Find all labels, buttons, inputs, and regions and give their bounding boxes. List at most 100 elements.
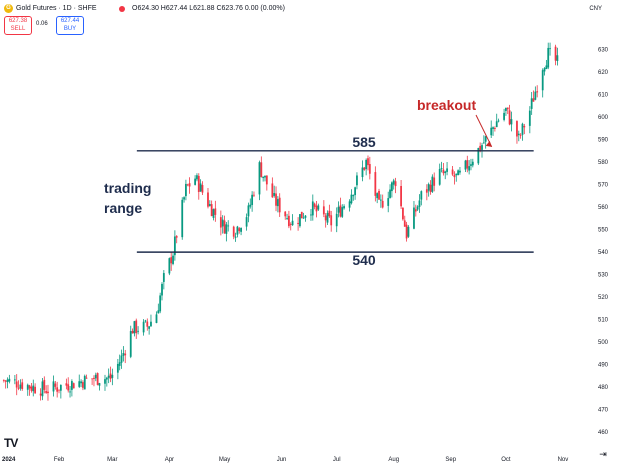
- candle-body: [111, 374, 114, 378]
- candle-body: [56, 387, 59, 392]
- candle-body: [144, 320, 147, 322]
- range-line-label: 540: [352, 252, 376, 268]
- candle-body: [249, 204, 252, 207]
- candle-body: [413, 207, 415, 229]
- candle-body: [47, 391, 49, 394]
- sell-button[interactable]: 627.38 SELL: [4, 16, 32, 35]
- candle-body: [181, 199, 184, 238]
- y-tick-label: 600: [598, 115, 609, 121]
- goto-realtime-icon[interactable]: ⇥: [599, 449, 607, 459]
- candle-body: [330, 215, 333, 226]
- candle-body: [286, 217, 288, 219]
- candle-body: [30, 386, 33, 391]
- candle-body: [253, 194, 255, 196]
- candle-body: [429, 184, 432, 193]
- candle-body: [271, 183, 274, 198]
- candle-body: [534, 91, 537, 100]
- candle-body: [162, 273, 165, 282]
- candle-body: [199, 183, 202, 192]
- candle-body: [17, 387, 20, 389]
- candle-body: [276, 199, 279, 207]
- candle-body: [210, 204, 213, 217]
- candle-body: [418, 200, 421, 207]
- buy-price: 627.44: [60, 18, 80, 24]
- candle-body: [477, 147, 480, 164]
- candle-body: [425, 189, 428, 193]
- candle-body: [223, 220, 226, 234]
- candle-body: [438, 169, 441, 185]
- candle-body: [453, 174, 456, 178]
- candle-body: [468, 166, 471, 171]
- candle-body: [122, 353, 125, 356]
- trading-range-label: trading: [104, 180, 151, 196]
- candle-body: [135, 320, 138, 334]
- symbol-title[interactable]: Gold Futures · 1D · SHFE: [16, 5, 97, 12]
- candle-body: [343, 206, 345, 209]
- candle-body: [381, 200, 384, 208]
- candle-body: [146, 321, 149, 327]
- candle-body: [407, 226, 410, 237]
- candle-body: [516, 121, 518, 137]
- candle-body: [93, 377, 95, 379]
- candle-body: [484, 136, 487, 142]
- candle-body: [420, 191, 423, 200]
- buy-label: BUY: [63, 26, 77, 32]
- candle-body: [374, 172, 377, 196]
- candle-body: [350, 194, 353, 204]
- x-tick-label: May: [219, 457, 230, 463]
- candle-body: [70, 381, 73, 390]
- candle-body: [6, 379, 9, 383]
- candle-body: [124, 353, 127, 356]
- candle-body: [227, 225, 230, 227]
- candle-body: [361, 167, 364, 178]
- candle-body: [214, 208, 217, 215]
- candle-body: [264, 175, 266, 178]
- candle-body: [427, 184, 430, 191]
- y-tick-label: 460: [598, 430, 609, 436]
- candle-body: [352, 195, 355, 197]
- buy-button[interactable]: 627.44 BUY: [56, 16, 84, 35]
- candle-body: [341, 207, 344, 217]
- candle-body: [490, 127, 493, 136]
- x-tick-label: Aug: [388, 457, 399, 463]
- candle-body: [495, 121, 498, 128]
- currency-label[interactable]: CNY: [589, 6, 602, 12]
- x-tick-label: Apr: [165, 457, 174, 463]
- candle-body: [378, 190, 380, 200]
- candle-body: [186, 184, 189, 186]
- candle-body: [155, 314, 158, 323]
- candle-body: [32, 385, 35, 392]
- candle-body: [481, 145, 483, 150]
- candle-body: [43, 379, 46, 390]
- candle-body: [523, 125, 526, 128]
- candle-body: [238, 228, 241, 232]
- candle-body: [207, 192, 209, 207]
- y-tick-label: 500: [598, 340, 609, 346]
- candle-body: [258, 162, 261, 195]
- candle-body: [482, 142, 485, 144]
- candle-body: [65, 383, 68, 386]
- candle-body: [464, 160, 467, 170]
- candle-body: [183, 197, 185, 200]
- candle-body: [405, 224, 408, 239]
- candle-body: [172, 255, 174, 264]
- candle-body: [69, 391, 71, 393]
- candle-body: [400, 186, 402, 207]
- candle-body: [530, 98, 533, 109]
- candle-body: [367, 158, 369, 166]
- candle-body: [173, 236, 176, 256]
- candle-body: [219, 217, 222, 228]
- candle-body: [72, 383, 75, 389]
- candle-body: [232, 226, 235, 237]
- candle-body: [337, 206, 340, 213]
- candle-body: [554, 46, 557, 61]
- x-tick-label: Nov: [558, 457, 569, 463]
- candle-body: [185, 183, 187, 197]
- candle-body: [549, 48, 551, 50]
- x-tick-label: Oct: [501, 457, 511, 463]
- candle-body: [197, 175, 200, 192]
- candle-body: [519, 134, 522, 136]
- y-tick-label: 490: [598, 363, 609, 369]
- x-tick-label: Mar: [107, 457, 117, 463]
